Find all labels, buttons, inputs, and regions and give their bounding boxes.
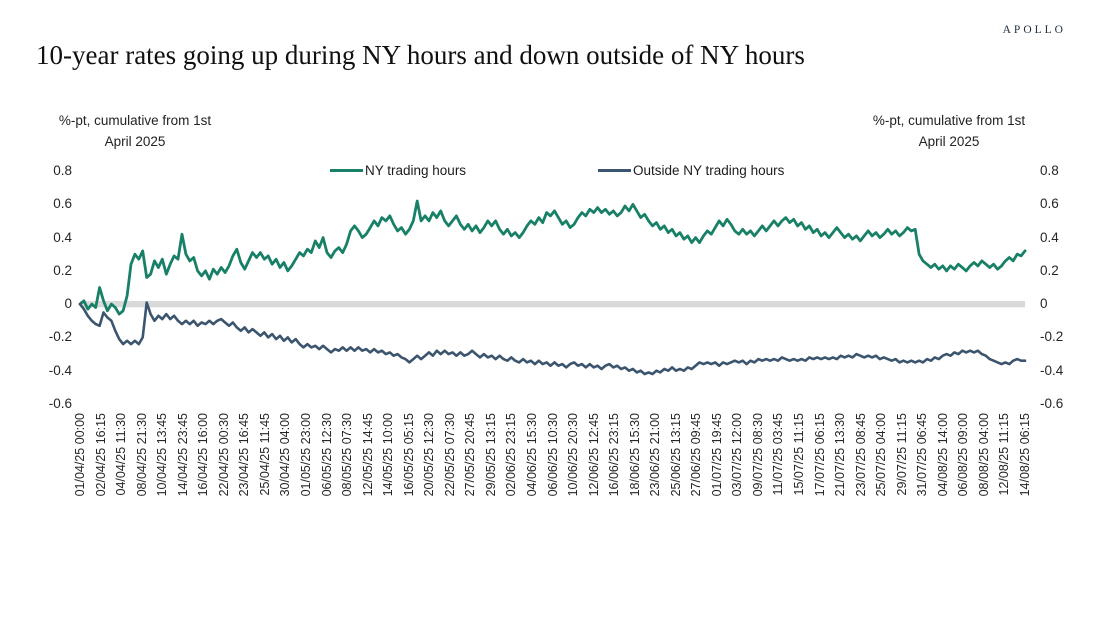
- x-tick-label: 14/04/25 23:45: [175, 413, 190, 497]
- y-axis-caption-right-line1: %-pt, cumulative from 1st: [872, 113, 1026, 128]
- x-tick-label: 25/04/25 11:45: [257, 413, 272, 496]
- x-tick-label: 02/04/25 16:15: [93, 413, 108, 497]
- y-tick-label: 0: [64, 296, 72, 312]
- x-tick-label: 27/05/25 20:45: [463, 413, 478, 497]
- x-tick-label: 22/04/25 00:30: [216, 413, 231, 497]
- y-tick-label: 0.2: [53, 262, 72, 278]
- y-tick-label: -0.2: [1040, 329, 1064, 345]
- y-tick-label: 0.4: [1040, 229, 1059, 245]
- y-tick-label: -0.6: [48, 396, 72, 411]
- y-tick-label: 0.8: [53, 163, 72, 178]
- zero-baseline: [80, 300, 1025, 308]
- x-tick-label: 06/08/25 09:00: [956, 413, 971, 497]
- x-tick-label: 01/04/25 00:00: [73, 413, 87, 497]
- x-tick-label: 08/08/25 04:00: [976, 413, 991, 497]
- y-tick-label: 0.4: [53, 229, 72, 245]
- y-axis-caption-right-line2: April 2025: [918, 134, 980, 149]
- x-tick-label: 22/05/25 07:30: [442, 413, 457, 497]
- x-tick-label: 16/06/25 23:15: [607, 413, 622, 497]
- series-line-ny-hours: [78, 199, 1027, 316]
- y-axis-caption-right: %-pt, cumulative from 1st April 2025: [860, 110, 1038, 152]
- y-tick-label: 0.6: [1040, 196, 1059, 212]
- apollo-logo: APOLLO: [1002, 24, 1066, 36]
- x-tick-label: 25/07/25 04:00: [874, 413, 889, 497]
- x-tick-label: 12/05/25 14:45: [360, 413, 375, 497]
- x-tick-label: 10/04/25 13:45: [155, 413, 170, 497]
- legend-label-ny: NY trading hours: [365, 163, 467, 178]
- x-tick-label: 04/04/25 11:30: [114, 413, 129, 496]
- y-axis-caption-left-line2: April 2025: [104, 134, 166, 149]
- x-tick-label: 23/04/25 16:45: [237, 413, 252, 497]
- y-tick-label: 0.8: [1040, 163, 1059, 178]
- x-tick-label: 29/07/25 11:15: [894, 413, 909, 496]
- y-axis-caption-left-line1: %-pt, cumulative from 1st: [58, 113, 212, 128]
- x-tick-label: 11/07/25 03:45: [771, 413, 786, 496]
- y-tick-label: -0.4: [1040, 362, 1064, 378]
- x-tick-label: 04/08/25 14:00: [935, 413, 950, 497]
- x-tick-label: 14/08/25 06:15: [1018, 413, 1032, 497]
- x-tick-label: 01/05/25 23:00: [298, 413, 313, 497]
- x-tick-label: 27/06/25 09:45: [689, 413, 704, 497]
- x-tick-label: 16/05/25 05:15: [401, 413, 416, 497]
- x-tick-label: 02/06/25 23:15: [504, 413, 519, 497]
- legend-label-outside-ny: Outside NY trading hours: [633, 163, 785, 178]
- x-tick-label: 25/06/25 13:15: [668, 413, 683, 497]
- legend-item-outside-ny-hours: Outside NY trading hours: [598, 163, 784, 178]
- x-tick-label: 12/08/25 11:15: [997, 413, 1012, 496]
- y-tick-label: 0: [1040, 296, 1048, 312]
- x-tick-label: 18/06/25 15:30: [627, 413, 642, 497]
- y-tick-label: -0.2: [48, 329, 72, 345]
- x-tick-label: 04/06/25 15:30: [524, 413, 539, 497]
- y-tick-label: 0.2: [1040, 262, 1059, 278]
- x-tick-label: 15/07/25 11:15: [792, 413, 807, 496]
- plot-area: [78, 199, 1027, 376]
- series-line-outside-ny-hours: [78, 301, 1027, 376]
- legend-item-ny-hours: NY trading hours: [330, 163, 466, 178]
- x-tick-label: 03/07/25 12:00: [730, 413, 745, 497]
- x-tick-label: 12/06/25 12:45: [586, 413, 601, 497]
- x-tick-label: 29/05/25 13:15: [483, 413, 498, 497]
- x-tick-label: 20/05/25 12:30: [422, 413, 437, 497]
- x-tick-label: 16/04/25 16:00: [196, 413, 211, 497]
- y-tick-label: -0.4: [48, 362, 72, 378]
- x-tick-label: 06/06/25 10:30: [545, 413, 560, 497]
- x-tick-label: 14/05/25 10:00: [381, 413, 396, 497]
- x-tick-label: 06/05/25 12:30: [319, 413, 334, 497]
- x-tick-label: 30/04/25 04:00: [278, 413, 293, 497]
- legend-line-marker-ny: [330, 168, 363, 173]
- x-tick-label: 21/07/25 13:30: [833, 413, 848, 497]
- x-tick-label: 23/06/25 21:00: [648, 413, 663, 497]
- x-tick-label: 09/07/25 08:30: [750, 413, 765, 497]
- y-axis-caption-left: %-pt, cumulative from 1st April 2025: [40, 110, 230, 152]
- x-tick-label: 31/07/25 06:45: [915, 413, 930, 497]
- page-title: 10-year rates going up during NY hours a…: [36, 40, 805, 70]
- x-tick-label: 23/07/25 08:45: [853, 413, 868, 497]
- x-tick-label: 10/06/25 20:30: [566, 413, 581, 497]
- x-tick-label: 17/07/25 06:15: [812, 413, 827, 497]
- x-tick-label: 08/05/25 07:30: [340, 413, 355, 497]
- x-tick-label: 08/04/25 21:30: [134, 413, 149, 497]
- y-tick-label: 0.6: [53, 196, 72, 212]
- y-tick-label: -0.6: [1040, 396, 1064, 411]
- legend-line-marker-outside-ny: [598, 168, 631, 173]
- x-tick-label: 01/07/25 19:45: [709, 413, 724, 497]
